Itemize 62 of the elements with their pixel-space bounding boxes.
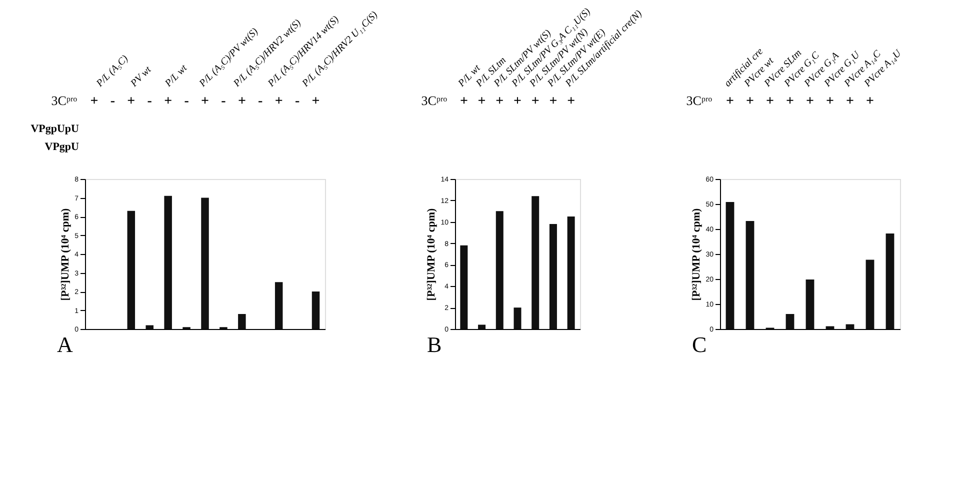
x-tick-label: + — [806, 94, 814, 109]
text: PV wt — [128, 64, 154, 90]
x-tick-label: + — [746, 94, 754, 109]
bar — [164, 196, 172, 329]
bar — [496, 211, 504, 329]
x-tick-label: + — [312, 94, 320, 109]
x-tick-label: - — [147, 94, 152, 109]
text: A — [57, 332, 73, 357]
bar — [746, 221, 754, 329]
bar — [478, 324, 486, 329]
x-tick-label: + — [478, 94, 486, 109]
x-tick-label: - — [258, 94, 264, 109]
x-tick-label: + — [496, 94, 504, 109]
x-tick-label: + — [726, 94, 734, 109]
x-tick-label: + — [826, 94, 834, 109]
x-tick-label: + — [514, 94, 522, 109]
x-tick-label: + — [90, 94, 98, 109]
bar — [127, 210, 136, 329]
x-tick-label: + — [766, 94, 774, 109]
x-tick-label: + — [549, 94, 558, 109]
bar — [238, 314, 246, 329]
bar — [567, 216, 575, 329]
bar — [532, 196, 540, 329]
x-tick-label: + — [460, 94, 468, 109]
x-tick-label: + — [531, 94, 540, 109]
text: B — [427, 332, 442, 357]
bar — [806, 280, 814, 329]
bar — [726, 202, 734, 329]
text: 3Cᵖʳᵒ — [51, 93, 78, 108]
x-tick-label: - — [294, 94, 300, 109]
x-tick-label: + — [846, 94, 854, 109]
x-tick-label: + — [201, 94, 210, 109]
bar — [846, 324, 854, 329]
x-tick-label: + — [238, 94, 246, 109]
bar — [886, 234, 894, 329]
x-tick-label: - — [221, 94, 226, 109]
x-tick-label: + — [567, 94, 576, 109]
bar — [201, 198, 209, 329]
text: P/L wt — [162, 62, 190, 90]
x-tick-label: + — [866, 94, 874, 109]
bar — [549, 224, 557, 329]
bar — [460, 245, 468, 329]
x-tick-label: - — [110, 94, 116, 109]
bar — [786, 314, 794, 329]
bar — [146, 325, 154, 329]
x-tick-label: + — [127, 94, 136, 109]
y-axis-title: [P³²]UMP (10⁴ cpm) — [426, 208, 438, 301]
text: 3Cᵖʳᵒ — [686, 93, 712, 108]
bar — [866, 260, 874, 329]
x-tick-label: + — [786, 94, 794, 109]
text: VPgpUpU — [30, 123, 80, 135]
x-tick-label: + — [274, 94, 283, 109]
bar — [514, 308, 522, 329]
bar — [274, 282, 283, 329]
y-axis-title: [P³²]UMP (10⁴ cpm) — [690, 208, 703, 301]
bar — [312, 292, 320, 329]
x-tick-label: + — [164, 94, 172, 109]
text: VPgpU — [44, 141, 80, 153]
text: C — [692, 332, 707, 357]
text: 3Cᵖʳᵒ — [421, 93, 448, 108]
y-axis-title: [P³²]UMP (10⁴ cpm) — [60, 208, 72, 301]
x-tick-label: - — [184, 94, 190, 109]
